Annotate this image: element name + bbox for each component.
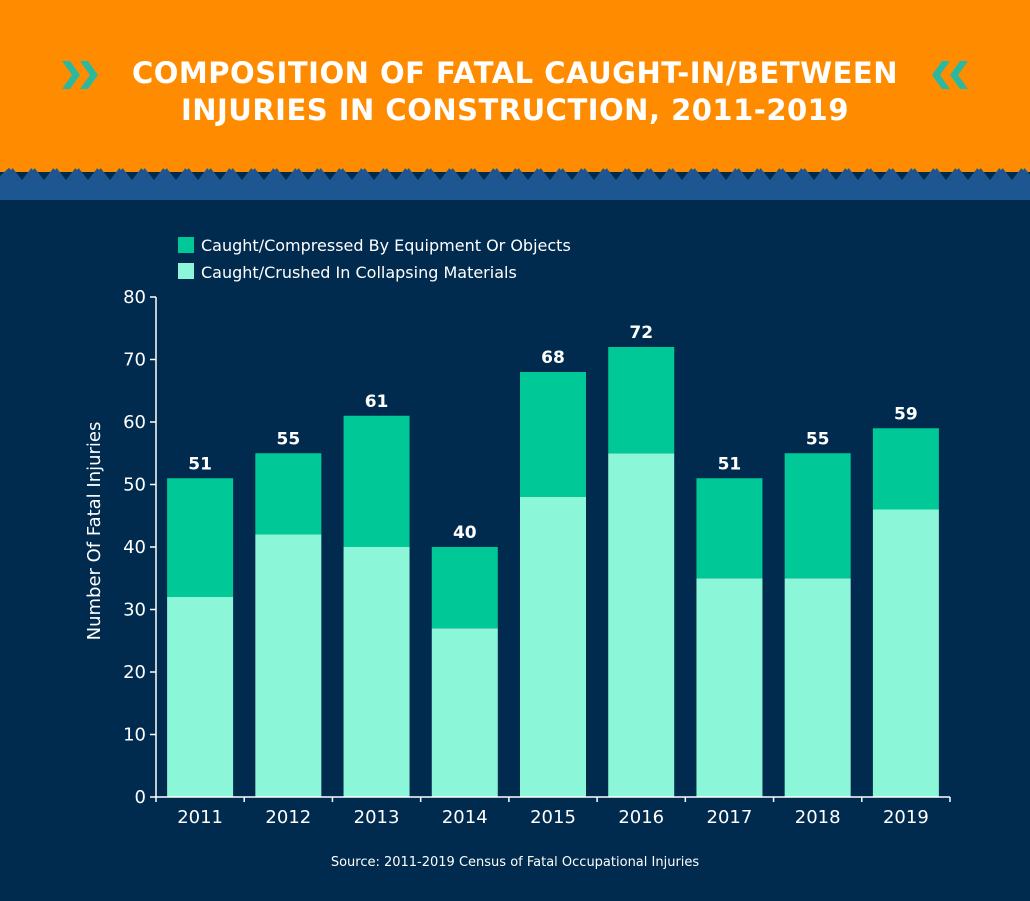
- x-tick-label-2012: 2012: [265, 807, 311, 828]
- legend-label-collapsing: Caught/Crushed In Collapsing Materials: [201, 263, 517, 282]
- bar-2018-equipment: [784, 453, 851, 579]
- y-tick-label-50: 50: [123, 475, 146, 496]
- y-tick-label-10: 10: [123, 725, 146, 746]
- x-tick-label-2018: 2018: [795, 807, 841, 828]
- bar-2013-collapsing: [343, 547, 410, 797]
- header-banner: [0, 0, 1030, 200]
- bars-group: 51 55 61 40 68 72 51 55 59: [167, 323, 939, 797]
- bar-2014-equipment: [431, 547, 498, 629]
- bar-2017-collapsing: [696, 578, 763, 797]
- total-label-2017: 51: [718, 454, 742, 474]
- total-label-2012: 55: [276, 429, 300, 449]
- zigzag-border: [0, 166, 1030, 200]
- total-label-2014: 40: [453, 523, 477, 543]
- y-tick-label-40: 40: [123, 537, 146, 558]
- bar-2013-equipment: [343, 415, 410, 547]
- chart-title-line-1: COMPOSITION OF FATAL CAUGHT-IN/BETWEEN: [132, 56, 898, 90]
- source-note: Source: 2011-2019 Census of Fatal Occupa…: [330, 855, 700, 870]
- total-label-2018: 55: [806, 429, 830, 449]
- total-label-2015: 68: [541, 348, 565, 368]
- bar-2018-collapsing: [784, 578, 851, 797]
- bar-2019-collapsing: [872, 509, 939, 797]
- y-tick-label-20: 20: [123, 662, 146, 683]
- bar-2015-equipment: [520, 372, 586, 497]
- bar-2011-equipment: [167, 478, 234, 597]
- bar-2014-collapsing: [431, 628, 498, 797]
- x-tick-label-2014: 2014: [442, 807, 488, 828]
- x-tick-label-2015: 2015: [530, 807, 576, 828]
- total-label-2013: 61: [365, 392, 389, 412]
- bar-2012-collapsing: [255, 534, 322, 797]
- legend: Caught/Compressed By Equipment Or Object…: [178, 236, 571, 282]
- y-tick-label-60: 60: [123, 412, 146, 433]
- y-tick-label-80: 80: [123, 287, 146, 308]
- x-tick-label-2017: 2017: [707, 807, 753, 828]
- y-tick-label-0: 0: [135, 787, 146, 808]
- legend-swatch-collapsing: [178, 263, 194, 279]
- bar-2016-equipment: [608, 347, 675, 454]
- total-label-2019: 59: [894, 404, 918, 424]
- bar-2017-equipment: [696, 478, 763, 579]
- bar-2016-collapsing: [608, 453, 675, 797]
- double-chevron-right-icon: [62, 61, 98, 89]
- y-tick-label-70: 70: [123, 350, 146, 371]
- legend-swatch-equipment: [178, 237, 194, 253]
- y-tick-label-30: 30: [123, 600, 146, 621]
- zigzag-edge: [0, 0, 1030, 170]
- axes-group: 2011 2012 2013 2014 2015 2016 2017 2018 2019 0 10 2…: [123, 287, 951, 828]
- x-tick-label-2011: 2011: [177, 807, 223, 828]
- bar-2012-equipment: [255, 453, 322, 535]
- x-tick-label-2013: 2013: [354, 807, 400, 828]
- chart-title-line-2: INJURIES IN CONSTRUCTION, 2011-2019: [180, 93, 850, 127]
- bar-2011-collapsing: [167, 597, 234, 797]
- y-axis-label: Number Of Fatal Injuries: [84, 422, 105, 641]
- x-tick-label-2016: 2016: [618, 807, 664, 828]
- bar-2019-equipment: [872, 428, 939, 510]
- total-label-2016: 72: [629, 323, 653, 343]
- double-chevron-left-icon: [932, 61, 968, 89]
- total-label-2011: 51: [188, 454, 212, 474]
- bar-2015-collapsing: [520, 497, 586, 797]
- x-tick-label-2019: 2019: [883, 807, 929, 828]
- legend-label-equipment: Caught/Compressed By Equipment Or Object…: [201, 236, 571, 255]
